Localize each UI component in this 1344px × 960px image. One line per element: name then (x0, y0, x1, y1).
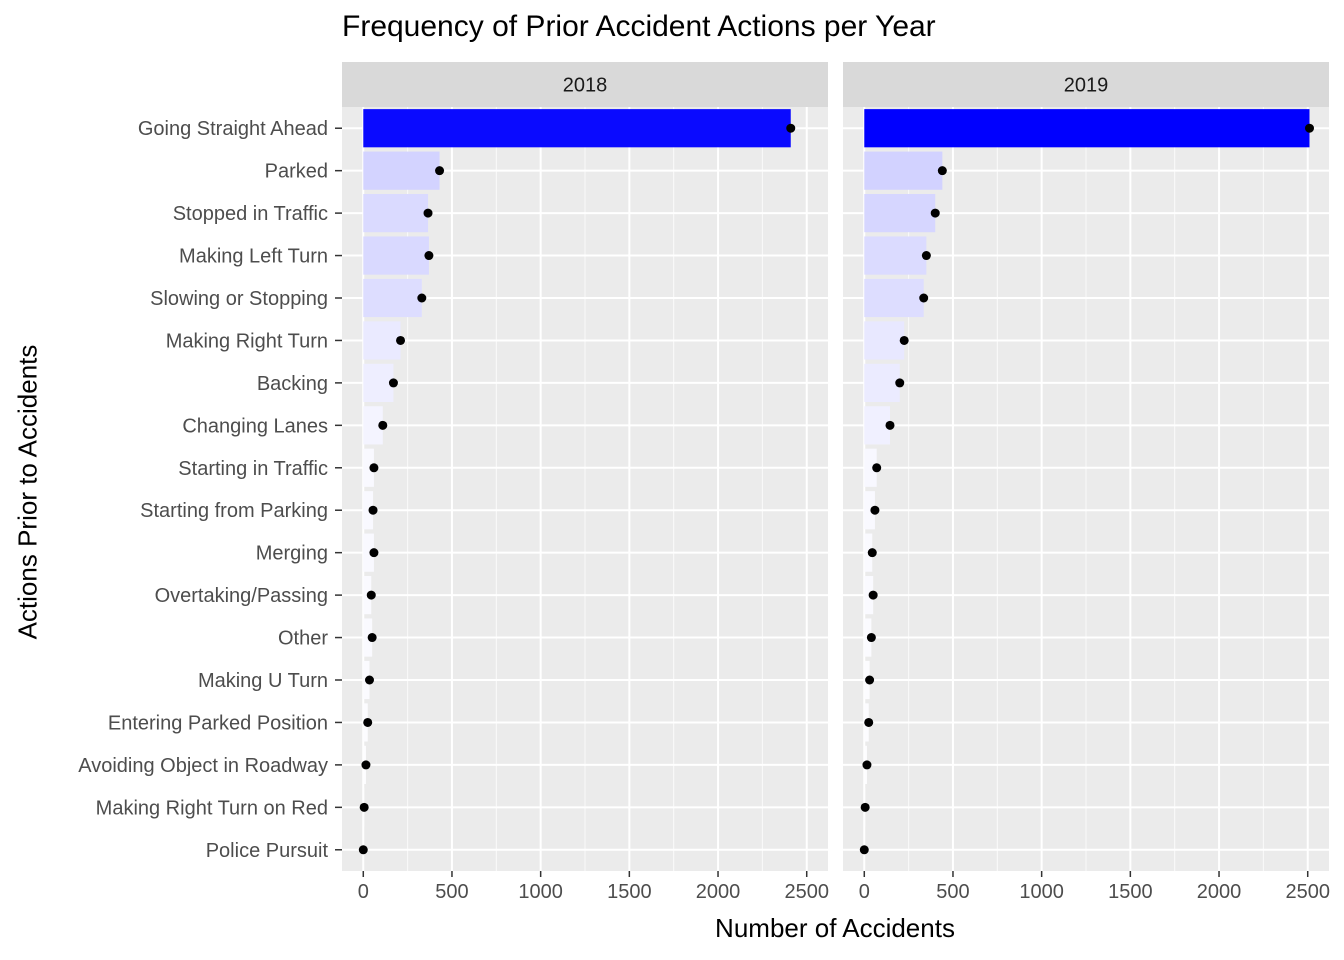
data-point (369, 463, 379, 473)
data-point (866, 633, 876, 643)
x-axis-label: Number of Accidents (715, 913, 955, 943)
x-tick-label: 2000 (696, 881, 741, 903)
data-point (870, 505, 880, 515)
bar (864, 278, 924, 318)
data-point (396, 335, 406, 345)
data-point (361, 760, 371, 770)
y-tick-label: Merging (256, 543, 328, 565)
data-point (921, 251, 931, 261)
bar (363, 448, 374, 487)
y-tick-label: Slowing or Stopping (150, 288, 328, 310)
facet-strip (342, 62, 828, 107)
bar (864, 363, 900, 402)
bar (363, 491, 374, 530)
data-point (859, 845, 869, 855)
y-tick-label: Stopped in Traffic (173, 203, 328, 225)
y-tick-label: Making Right Turn on Red (96, 797, 328, 819)
data-point (417, 293, 427, 303)
y-tick-label: Parked (265, 161, 328, 183)
data-point (867, 548, 877, 558)
data-point (378, 420, 388, 430)
x-tick-label: 500 (435, 881, 468, 903)
bar (363, 109, 791, 148)
y-tick-label: Starting in Traffic (178, 458, 328, 480)
bar (363, 194, 429, 233)
x-tick-label: 1500 (1108, 881, 1153, 903)
data-point (367, 633, 377, 643)
data-point (424, 251, 434, 261)
data-point (358, 845, 368, 855)
y-tick-label: Making Left Turn (179, 246, 328, 268)
bar (363, 278, 422, 318)
chart-title: Frequency of Prior Accident Actions per … (342, 10, 936, 43)
data-point (937, 166, 947, 176)
bar (864, 236, 927, 275)
data-point (388, 378, 398, 388)
x-tick-label: 2000 (1197, 881, 1242, 903)
y-tick-label: Backing (257, 373, 328, 395)
data-point (862, 760, 872, 770)
y-tick-label: Police Pursuit (206, 840, 329, 862)
facet-label: 2019 (1064, 75, 1109, 97)
y-tick-label: Starting from Parking (140, 500, 328, 522)
bar (864, 491, 875, 530)
data-point (860, 802, 870, 812)
bar (864, 109, 1310, 148)
data-point (363, 717, 373, 727)
data-point (919, 293, 929, 303)
data-point (359, 802, 369, 812)
bar (363, 406, 383, 445)
data-point (364, 675, 374, 685)
y-tick-label: Entering Parked Position (108, 712, 328, 734)
y-tick-label: Changing Lanes (182, 415, 328, 437)
data-point (786, 123, 796, 133)
x-tick-label: 500 (936, 881, 969, 903)
bar (864, 194, 936, 233)
data-point (1304, 123, 1314, 133)
x-tick-label: 1500 (607, 881, 652, 903)
y-tick-label: Avoiding Object in Roadway (78, 755, 328, 777)
data-point (865, 675, 875, 685)
facet-strip (843, 62, 1329, 107)
bar (864, 151, 943, 190)
y-tick-label: Making Right Turn (166, 330, 328, 352)
y-tick-label: Making U Turn (198, 670, 328, 692)
data-point (895, 378, 905, 388)
x-tick-label: 1000 (1019, 881, 1064, 903)
x-tick-label: 2500 (1285, 881, 1330, 903)
bar (363, 533, 374, 572)
data-point (930, 208, 940, 218)
bar (864, 321, 905, 360)
y-tick-label: Overtaking/Passing (155, 585, 328, 607)
data-point (885, 420, 895, 430)
bar (363, 321, 401, 360)
y-axis-label: Actions Prior to Accidents (12, 344, 43, 640)
data-point (435, 166, 445, 176)
bar (363, 363, 394, 402)
data-point (369, 548, 379, 558)
facet-label: 2018 (563, 75, 608, 97)
x-tick-label: 1000 (518, 881, 563, 903)
x-tick-label: 0 (859, 881, 870, 903)
y-tick-label: Going Straight Ahead (138, 118, 328, 140)
y-tick-label: Other (278, 628, 328, 650)
x-tick-label: 0 (358, 881, 369, 903)
data-point (899, 335, 909, 345)
data-point (868, 590, 878, 600)
bar (363, 236, 429, 275)
x-tick-label: 2500 (784, 881, 829, 903)
data-point (423, 208, 433, 218)
data-point (366, 590, 376, 600)
data-point (864, 717, 874, 727)
bar (363, 151, 440, 190)
bar (864, 448, 877, 487)
data-point (872, 463, 882, 473)
data-point (368, 505, 378, 515)
